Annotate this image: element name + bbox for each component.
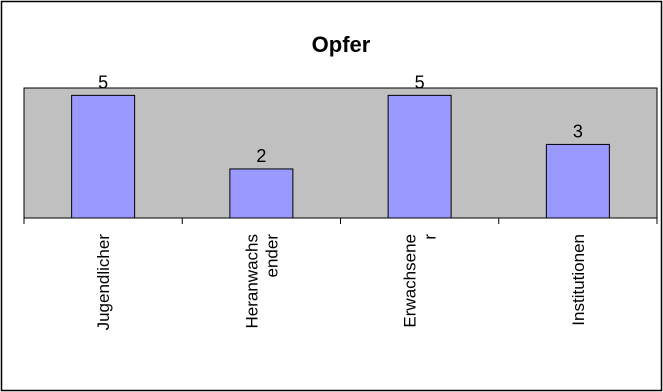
bar-3 (545, 143, 610, 219)
data-label-3: 3 (573, 121, 583, 141)
category-label-line: Jugendlicher (94, 234, 113, 331)
bar-0 (71, 94, 136, 219)
category-label-line: Erwachsene (401, 234, 420, 328)
category-label-line: ender (262, 234, 281, 278)
bars-group (71, 94, 610, 219)
category-label-1: Heranwachs ender (242, 234, 281, 329)
bar-2 (387, 94, 452, 219)
data-labels-group: 5 2 5 3 (98, 72, 583, 166)
x-axis-ticks (23, 218, 658, 224)
chart-title: Opfer (312, 32, 371, 57)
category-label-line: r (421, 234, 440, 240)
data-label-1: 2 (256, 146, 266, 166)
category-label-line: Heranwachs (242, 234, 261, 329)
category-label-0: Jugendlicher (94, 234, 113, 331)
category-labels-group: Jugendlicher Heranwachs ender Erwachsene r In… (94, 234, 588, 331)
category-label-3: Institutionen (569, 234, 588, 326)
data-label-0: 5 (98, 72, 108, 92)
bar-1 (229, 168, 294, 219)
category-label-2: Erwachsene r (401, 234, 440, 328)
data-label-2: 5 (415, 72, 425, 92)
category-label-line: Institutionen (569, 234, 588, 326)
